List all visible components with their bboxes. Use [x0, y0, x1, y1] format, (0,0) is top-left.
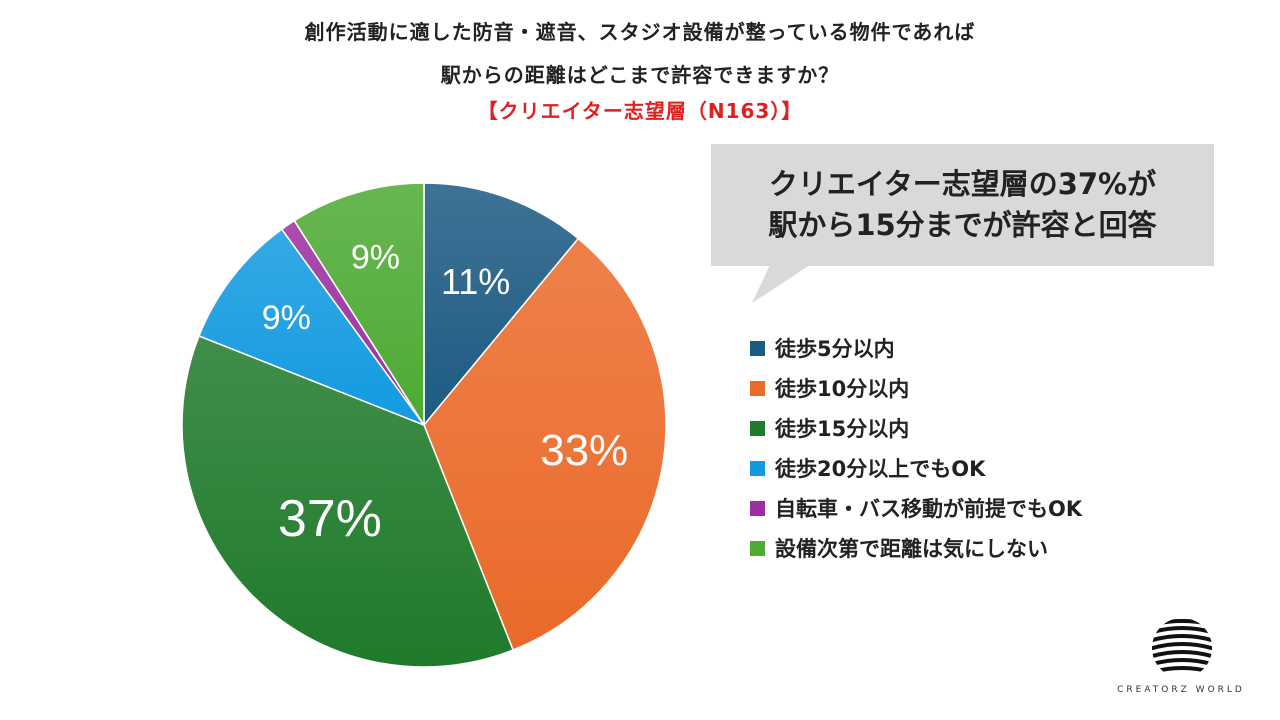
legend-swatch — [750, 380, 765, 396]
slice-label-4: 9% — [262, 299, 311, 337]
legend-label: 設備次第で距離は気にしない — [775, 537, 1048, 561]
legend-swatch — [750, 500, 765, 516]
chart-legend: 徒歩5分以内 徒歩10分以内 徒歩15分以内徒歩20分以上でもOK 自転車・バス移動が… — [750, 328, 1082, 568]
pie-slice-1 — [423, 182, 580, 428]
callout-text: クリエイター志望層の37%が 駅から15分までが許容と回答 — [711, 164, 1214, 246]
legend-swatch — [750, 460, 765, 476]
chart-title-line-2: 駅からの距離はどこまで許容できますか？ — [440, 63, 840, 87]
callout-box — [711, 144, 1214, 266]
chart-subtitle: 【クリエイター志望層（N163）】 — [477, 99, 803, 123]
pie-slice-3 — [181, 334, 515, 668]
pie-slice-6 — [293, 182, 425, 428]
legend-swatch — [750, 340, 765, 356]
globe-stripes-logo — [1152, 618, 1212, 678]
legend-item: 自転車・バス移動が前提でもOK — [750, 488, 1082, 528]
legend-label: 徒歩5分以内 — [775, 337, 895, 361]
legend-item: 徒歩5分以内 — [750, 328, 1082, 368]
legend-swatch — [750, 540, 765, 556]
slice-label-2: 33% — [540, 426, 628, 475]
legend-label: 徒歩20分以上でもOK — [775, 457, 986, 481]
legend-label: 徒歩10分以内 — [775, 377, 910, 401]
callout-line-2: 駅から15分までが許容と回答 — [768, 208, 1157, 242]
legend-swatch — [750, 420, 765, 436]
slice-label-3: 37% — [278, 490, 382, 548]
legend-label: 徒歩15分以内 — [775, 417, 910, 441]
logo-wordmark: CREATORZ WORLD — [1117, 685, 1245, 695]
slice-label-1: 11% — [441, 261, 510, 302]
legend-label: 自転車・バス移動が前提でもOK — [775, 497, 1083, 521]
pie-slice-2 — [423, 237, 667, 651]
callout-tail — [752, 265, 810, 303]
legend-item: 徒歩15分以内 — [750, 408, 1082, 448]
legend-item: 徒歩10分以内 — [750, 368, 1082, 408]
slice-label-6: 9% — [351, 239, 400, 277]
legend-item: 設備次第で距離は気にしない — [750, 528, 1082, 568]
pie-slice-4 — [198, 228, 427, 427]
legend-item: 徒歩20分以上でもOK — [750, 448, 1082, 488]
chart-title-line-1: 創作活動に適した防音・遮音、スタジオ設備が整っている物件であれば — [304, 20, 976, 44]
callout-line-1: クリエイター志望層の37%が — [768, 167, 1157, 201]
